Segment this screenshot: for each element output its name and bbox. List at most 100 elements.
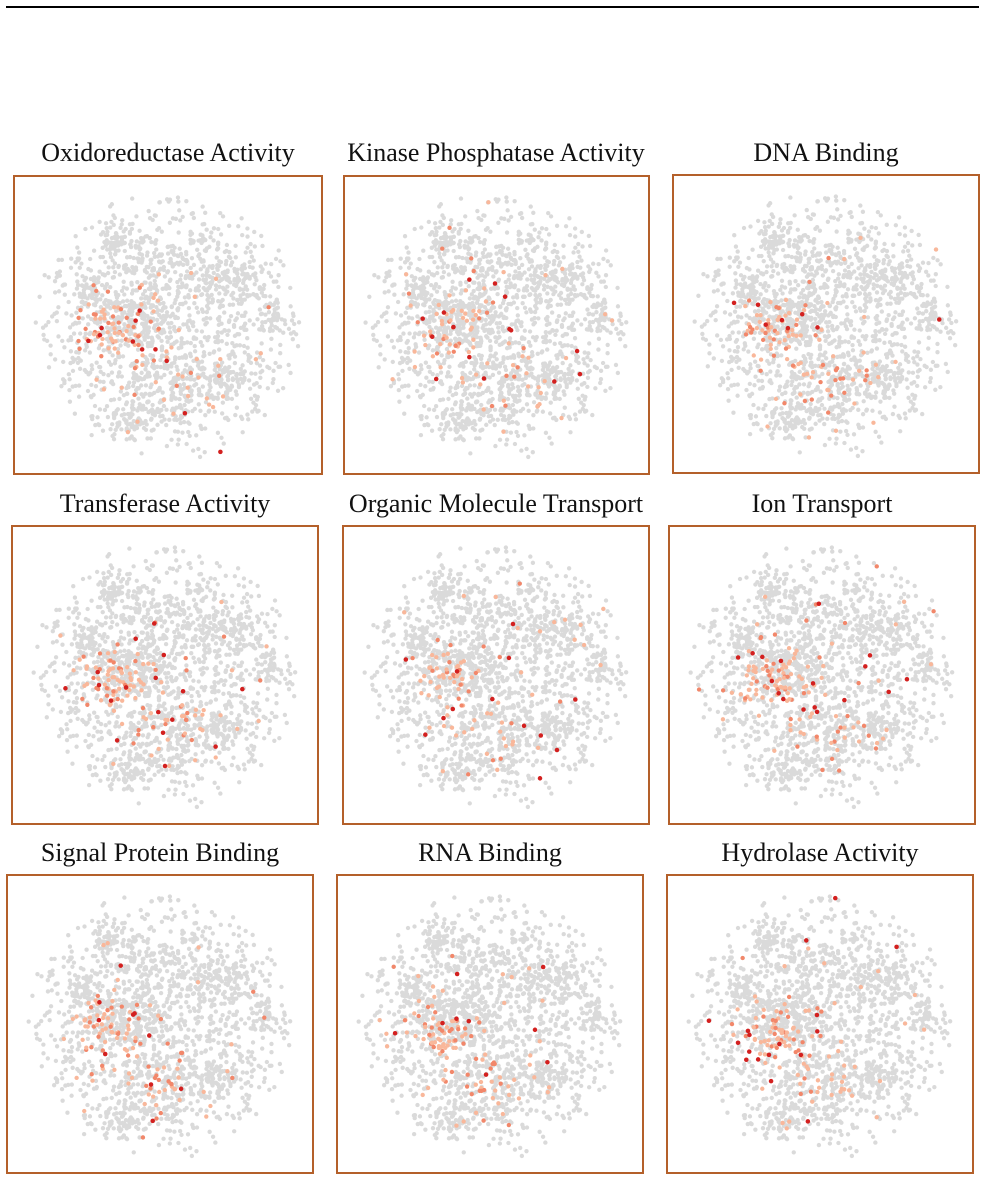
data-point — [124, 270, 129, 275]
data-point — [494, 321, 499, 326]
data-point — [204, 303, 210, 309]
data-point — [391, 345, 397, 350]
data-point — [423, 310, 429, 315]
data-point — [715, 256, 720, 262]
data-point — [546, 277, 552, 283]
highlight-point — [441, 310, 447, 315]
data-point — [471, 280, 476, 285]
data-point — [396, 387, 401, 393]
data-point — [154, 247, 159, 252]
data-point — [498, 312, 503, 318]
data-point — [535, 388, 540, 393]
data-point — [406, 265, 412, 270]
data-point — [91, 277, 96, 283]
data-point — [139, 451, 144, 456]
data-point — [568, 287, 574, 292]
data-point — [426, 407, 432, 412]
data-point — [484, 422, 489, 428]
data-point — [113, 427, 118, 432]
data-point — [248, 241, 253, 247]
data-point — [780, 309, 785, 314]
data-point — [242, 262, 247, 267]
data-point — [512, 441, 518, 447]
data-point — [435, 265, 440, 270]
highlight-point — [552, 379, 557, 384]
data-point — [111, 301, 116, 306]
data-point — [555, 356, 560, 361]
data-point — [516, 340, 522, 346]
data-point — [217, 347, 222, 352]
data-point — [395, 338, 401, 343]
data-point — [766, 203, 771, 208]
data-point — [200, 273, 205, 278]
data-point — [113, 248, 119, 254]
data-point — [226, 396, 231, 401]
data-point — [68, 349, 74, 354]
data-point — [493, 443, 498, 449]
data-point — [288, 331, 294, 336]
data-point — [560, 344, 565, 349]
data-point — [251, 382, 257, 387]
data-point — [145, 313, 150, 319]
data-point — [245, 245, 250, 250]
data-point — [553, 332, 558, 338]
highlight-point — [182, 410, 188, 416]
data-point — [227, 302, 232, 307]
data-point — [424, 415, 429, 420]
data-point — [533, 288, 538, 293]
data-point — [519, 320, 524, 325]
data-point — [779, 406, 784, 411]
highlight-point — [188, 370, 194, 376]
data-point — [543, 430, 549, 436]
data-point — [121, 279, 126, 284]
data-point — [367, 294, 372, 299]
data-point — [574, 378, 579, 383]
data-point — [187, 318, 192, 323]
data-point — [402, 234, 408, 239]
data-point — [575, 274, 580, 280]
data-point — [238, 376, 243, 382]
data-point — [207, 284, 213, 289]
data-point — [527, 426, 533, 432]
data-point — [206, 408, 212, 413]
data-point — [82, 348, 88, 353]
data-point — [148, 353, 153, 358]
data-point — [183, 249, 189, 255]
data-point — [378, 352, 383, 357]
data-point — [258, 375, 263, 380]
data-point — [732, 349, 738, 354]
data-point — [474, 399, 479, 405]
data-point — [563, 311, 568, 316]
data-point — [869, 225, 874, 230]
data-point — [437, 254, 443, 260]
data-point — [96, 346, 102, 351]
data-point — [589, 282, 594, 288]
data-point — [398, 334, 403, 340]
data-point — [175, 367, 180, 373]
highlight-point — [436, 302, 441, 308]
data-point — [536, 235, 541, 240]
data-point — [288, 304, 293, 309]
data-point — [477, 436, 482, 441]
data-point — [448, 427, 453, 432]
data-point — [440, 265, 445, 270]
data-point — [97, 219, 102, 225]
data-point — [486, 266, 492, 271]
data-point — [134, 303, 139, 309]
data-point — [97, 269, 102, 274]
data-point — [226, 278, 232, 284]
data-point — [139, 392, 144, 397]
data-point — [541, 276, 547, 281]
data-point — [519, 358, 524, 363]
data-point — [518, 408, 523, 414]
data-point — [500, 376, 505, 381]
data-point — [824, 198, 829, 203]
highlight-point — [151, 295, 156, 301]
data-point — [74, 272, 79, 277]
data-point — [453, 391, 459, 397]
data-point — [271, 368, 276, 373]
data-point — [94, 360, 99, 365]
data-point — [97, 364, 103, 370]
data-point — [151, 316, 156, 321]
data-point — [87, 331, 92, 337]
